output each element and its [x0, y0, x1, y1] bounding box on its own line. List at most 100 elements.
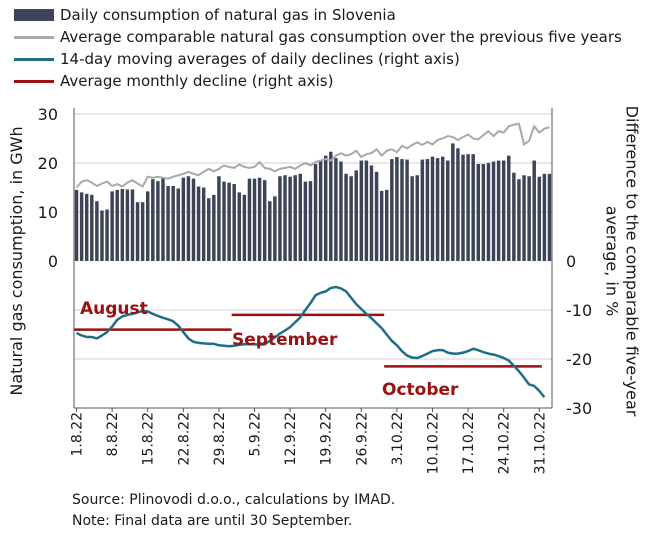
bar: [207, 198, 211, 261]
bar: [115, 189, 119, 261]
bar: [527, 176, 531, 261]
legend-item-monthly-decline: Average monthly decline (right axis): [14, 70, 622, 92]
bar: [151, 179, 155, 261]
bar: [156, 181, 160, 261]
bar: [293, 175, 297, 261]
footer: Source: Plinovodi d.o.o., calculations b…: [72, 490, 395, 532]
bar: [201, 187, 206, 261]
legend-swatch-line: [14, 35, 54, 39]
x-tick-label: 29.8.22: [212, 412, 228, 465]
bar: [273, 196, 277, 261]
legend-label: Daily consumption of natural gas in Slov…: [60, 6, 396, 24]
bar: [186, 176, 191, 261]
bar: [303, 181, 308, 261]
x-tick-label: 12.9.22: [283, 412, 299, 465]
bar: [242, 194, 247, 261]
bar: [181, 177, 186, 261]
right-axis-title-line: average, in %: [603, 206, 622, 317]
bar: [354, 170, 358, 261]
month-label: August: [80, 299, 148, 319]
bar: [471, 154, 475, 261]
left-tick-label: 10: [38, 203, 58, 222]
bar: [547, 173, 552, 261]
bar: [222, 181, 226, 261]
x-tick-label: 17.10.22: [461, 412, 477, 474]
bar: [420, 159, 425, 261]
month-label: October: [382, 380, 459, 400]
bar: [90, 194, 94, 261]
bar: [146, 191, 150, 261]
bar: [318, 160, 323, 261]
bar: [262, 180, 267, 261]
bar: [278, 176, 282, 261]
axes: [73, 108, 553, 412]
bar: [405, 159, 409, 261]
bar: [100, 210, 104, 261]
bar: [385, 189, 389, 261]
bar: [359, 160, 364, 261]
bar: [512, 172, 516, 261]
legend-swatch-bar: [14, 9, 54, 21]
bar: [456, 148, 460, 261]
bar: [334, 158, 338, 261]
bar: [537, 176, 542, 261]
left-tick-label: 0: [48, 252, 58, 271]
bar: [476, 163, 480, 261]
legend-swatch-line: [14, 79, 54, 83]
bar: [323, 155, 328, 261]
legend-item-moving-average: 14-day moving averages of daily declines…: [14, 48, 622, 70]
x-tick-label: 8.8.22: [105, 412, 121, 457]
right-axis-title: Difference to the comparable five-yearav…: [603, 106, 642, 417]
left-tick-label: 20: [38, 154, 58, 173]
bar: [105, 209, 109, 261]
bar: [191, 178, 196, 261]
bar: [364, 160, 369, 261]
bar: [425, 159, 430, 261]
data-note: Note: Final data are until 30 September.: [72, 513, 353, 529]
bar: [125, 189, 130, 261]
bar: [542, 173, 547, 261]
bar: [446, 160, 450, 261]
bar: [522, 175, 526, 261]
bar: [481, 163, 486, 261]
bar: [140, 202, 145, 261]
bar: [395, 157, 399, 261]
bar: [451, 143, 455, 261]
bar: [212, 194, 216, 261]
legend-label: 14-day moving averages of daily declines…: [60, 50, 460, 68]
x-tick-label: 31.10.22: [532, 412, 548, 474]
x-tick-label: 26.9.22: [354, 412, 370, 465]
bar: [491, 161, 496, 261]
right-tick-label: 0: [566, 252, 576, 271]
legend-label: Average comparable natural gas consumpti…: [60, 28, 622, 46]
right-axis-title-line: Difference to the comparable five-year: [623, 106, 642, 417]
axis-labels: 0 10 20 30 0 -10 -20 -30 1.8.22 8.8.22 15.8.22 22.8…: [7, 105, 642, 474]
bar: [329, 151, 333, 261]
bar: [217, 176, 221, 261]
legend: Daily consumption of natural gas in Slov…: [14, 4, 622, 92]
month-label: September: [232, 330, 338, 350]
x-tick-label: 3.10.22: [390, 412, 406, 465]
bar: [227, 182, 231, 261]
line-series: [74, 122, 550, 398]
gridlines: [74, 113, 552, 409]
right-tick-label: -30: [566, 399, 592, 418]
legend-item-five-year-average: Average comparable natural gas consumpti…: [14, 26, 622, 48]
right-tick-label: -10: [566, 301, 592, 320]
bar: [374, 171, 379, 261]
left-axis-title: Natural gas consumption, in GWh: [7, 126, 26, 395]
bar: [247, 178, 252, 261]
bar: [466, 154, 470, 261]
right-tick-label: -20: [566, 350, 592, 369]
bar: [400, 159, 404, 261]
bar: [196, 186, 201, 261]
bar-series: [74, 143, 552, 261]
bar: [166, 186, 170, 261]
moving-average-line: [75, 285, 546, 398]
bar: [95, 201, 99, 261]
bar: [161, 177, 165, 261]
bar: [486, 163, 491, 261]
source-note: Source: Plinovodi d.o.o., calculations b…: [72, 492, 396, 508]
